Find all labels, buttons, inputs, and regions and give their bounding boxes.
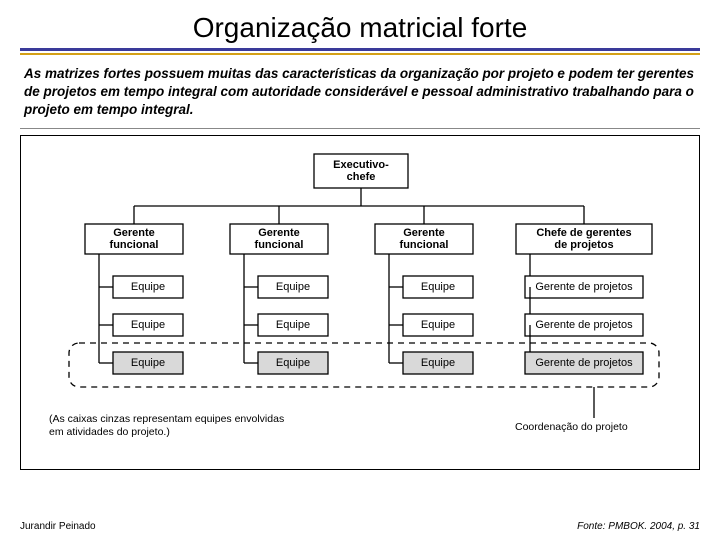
title-rule-blue — [20, 48, 700, 51]
svg-text:Gerente de projetos: Gerente de projetos — [535, 319, 633, 331]
page-title: Organização matricial forte — [20, 12, 700, 44]
svg-text:Equipe: Equipe — [131, 319, 165, 331]
svg-text:funcional: funcional — [400, 239, 449, 251]
diagram-container: Executivo-chefeGerentefuncionalEquipeEqu… — [20, 135, 700, 470]
footer-author: Jurandir Peinado — [20, 521, 96, 532]
svg-text:de projetos: de projetos — [554, 239, 613, 251]
description-text: As matrizes fortes possuem muitas das ca… — [20, 65, 700, 126]
svg-text:Equipe: Equipe — [276, 281, 310, 293]
svg-text:Equipe: Equipe — [421, 281, 455, 293]
description-rule — [20, 128, 700, 129]
title-rule-gold — [20, 53, 700, 55]
svg-text:Gerente: Gerente — [113, 227, 155, 239]
svg-text:Gerente de projetos: Gerente de projetos — [535, 281, 633, 293]
svg-text:funcional: funcional — [110, 239, 159, 251]
svg-text:funcional: funcional — [255, 239, 304, 251]
svg-text:Equipe: Equipe — [131, 357, 165, 369]
svg-text:Equipe: Equipe — [276, 319, 310, 331]
svg-text:Executivo-: Executivo- — [333, 159, 389, 171]
org-chart-diagram: Executivo-chefeGerentefuncionalEquipeEqu… — [29, 146, 689, 466]
svg-text:Gerente: Gerente — [258, 227, 300, 239]
svg-text:(As caixas cinzas representam: (As caixas cinzas representam equipes en… — [49, 413, 284, 425]
svg-text:Equipe: Equipe — [421, 357, 455, 369]
svg-text:chefe: chefe — [347, 171, 376, 183]
svg-text:Chefe de gerentes: Chefe de gerentes — [536, 227, 631, 239]
svg-text:em atividades do projeto.): em atividades do projeto.) — [49, 426, 170, 438]
svg-text:Equipe: Equipe — [421, 319, 455, 331]
svg-text:Equipe: Equipe — [276, 357, 310, 369]
svg-text:Gerente: Gerente — [403, 227, 445, 239]
svg-text:Gerente de projetos: Gerente de projetos — [535, 357, 633, 369]
svg-text:Coordenação do projeto: Coordenação do projeto — [515, 421, 628, 433]
svg-text:Equipe: Equipe — [131, 281, 165, 293]
footer-source: Fonte: PMBOK. 2004, p. 31 — [577, 521, 700, 532]
